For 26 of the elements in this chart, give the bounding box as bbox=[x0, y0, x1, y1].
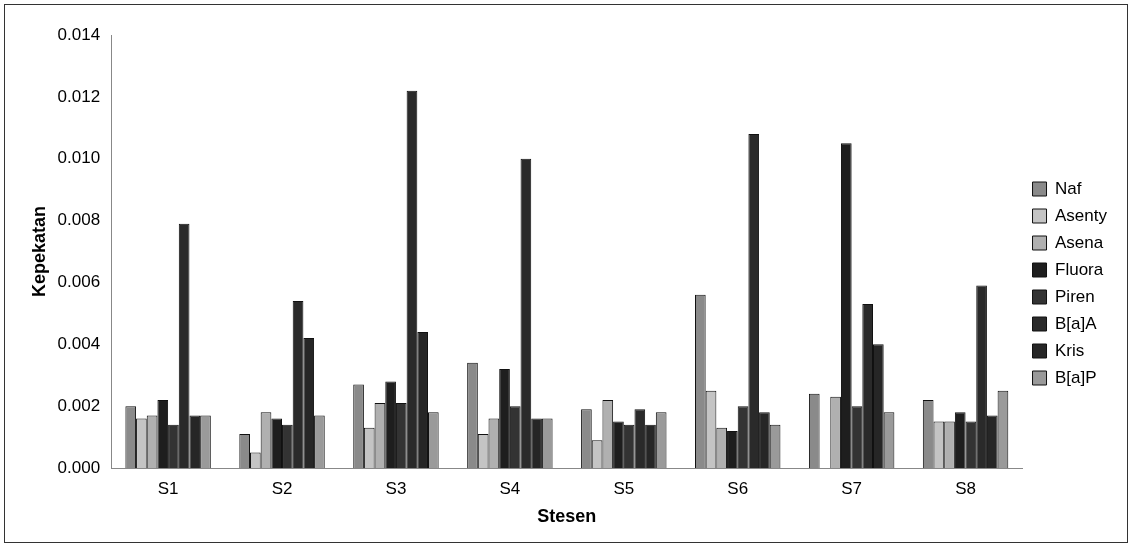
y-axis-title: Kepekatan bbox=[28, 205, 49, 298]
x-tick-label: S6 bbox=[727, 478, 749, 498]
x-tick-label: S1 bbox=[157, 478, 179, 498]
legend-label: Fluora bbox=[1055, 259, 1104, 279]
y-tick-label: 0.010 bbox=[57, 148, 101, 168]
x-tick-label: S4 bbox=[499, 478, 521, 498]
y-tick-label: 0.006 bbox=[57, 272, 101, 292]
x-tick-label: S8 bbox=[955, 478, 976, 498]
x-tick-label: S2 bbox=[271, 478, 293, 498]
y-tick-label: 0.000 bbox=[57, 457, 101, 477]
y-tick-label: 0.012 bbox=[57, 86, 101, 106]
y-tick-label: 0.004 bbox=[57, 333, 101, 353]
x-tick-label: S5 bbox=[613, 478, 635, 498]
legend-label: Asena bbox=[1055, 232, 1104, 252]
legend-label: B[a]P bbox=[1055, 367, 1097, 387]
legend-label: Asenty bbox=[1055, 205, 1108, 225]
y-tick-label: 0.014 bbox=[57, 24, 101, 44]
x-axis-title: Stesen bbox=[537, 506, 597, 527]
x-tick-label: S3 bbox=[385, 478, 407, 498]
y-tick-label: 0.002 bbox=[57, 395, 101, 415]
legend-label: B[a]A bbox=[1055, 313, 1098, 333]
legend-label: Kris bbox=[1055, 340, 1085, 360]
legend-label: Naf bbox=[1055, 178, 1082, 198]
legend-label: Piren bbox=[1055, 286, 1095, 306]
x-tick-label: S7 bbox=[841, 478, 863, 498]
y-tick-label: 0.008 bbox=[57, 210, 101, 230]
